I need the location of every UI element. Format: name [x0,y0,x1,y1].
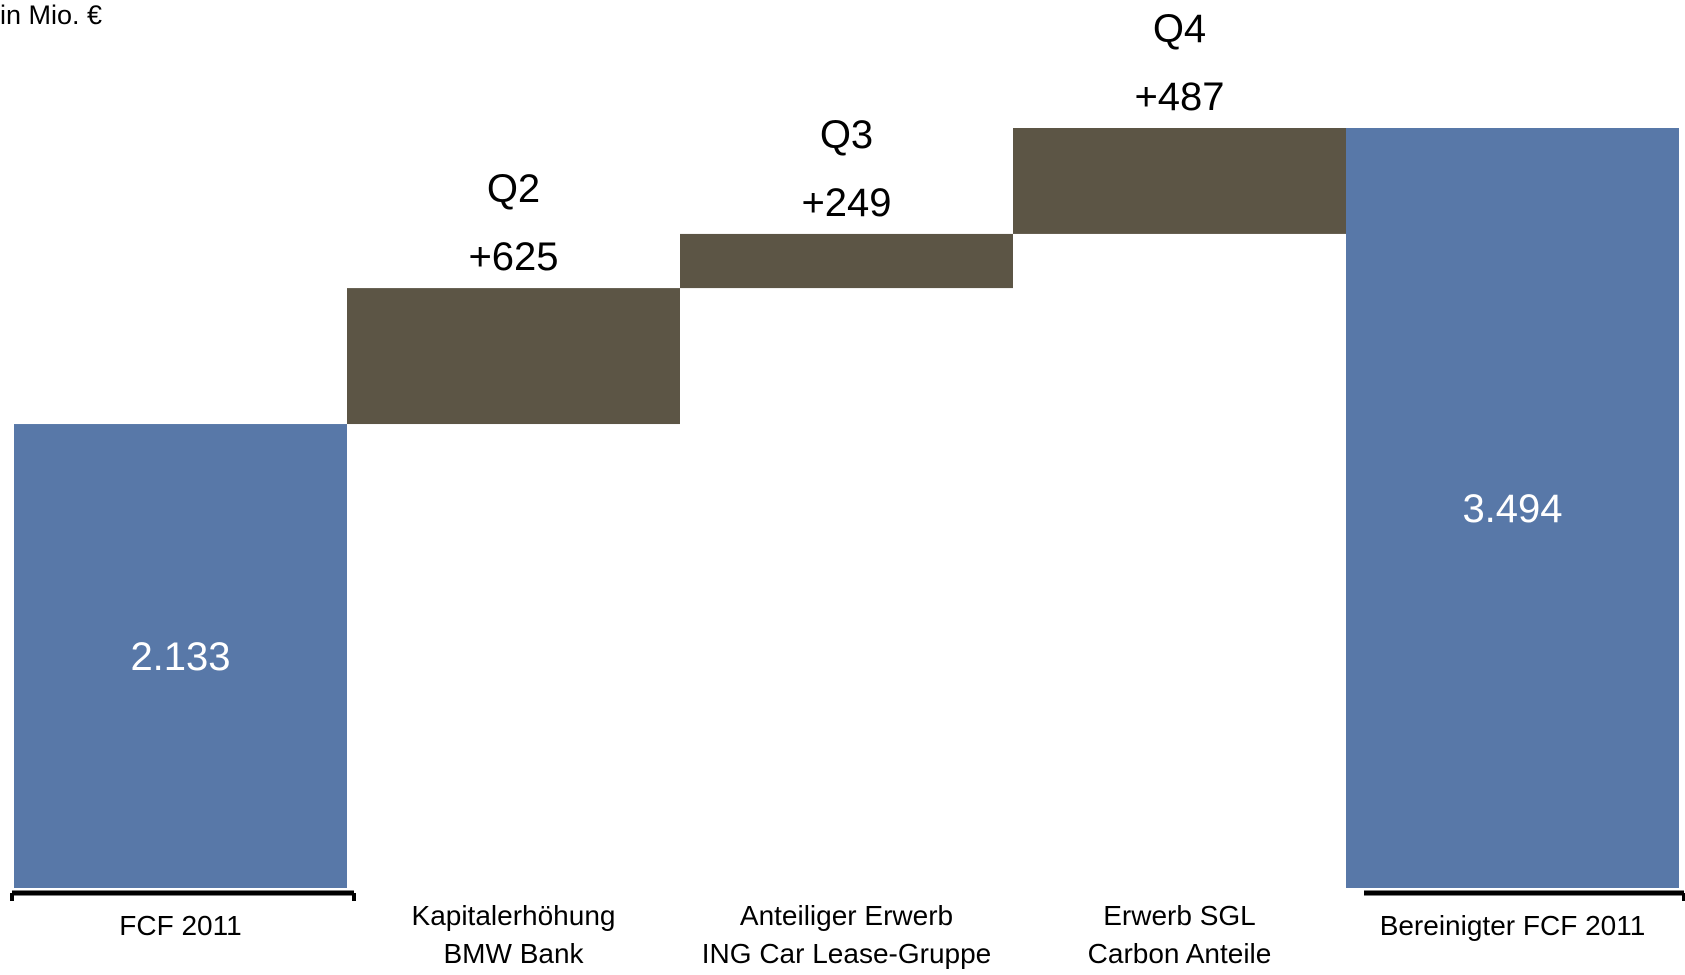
bar-value-label: +249 [801,181,891,225]
category-label: Anteiliger Erwerb [740,900,953,931]
quarter-label: Q3 [820,113,873,157]
total-bar [14,424,347,888]
total-bar [1346,128,1679,888]
delta-bar [1013,128,1346,234]
delta-bar [347,288,680,425]
bar-value-label: 2.133 [130,635,230,679]
bars-group [14,128,1679,888]
bar-value-label: 3.494 [1462,487,1562,531]
delta-bar [680,233,1013,289]
unit-label: in Mio. € [0,0,103,30]
labels-group: 2.133 FCF 2011 +625 Q2 Kapitalerhöhung BMW Ba… [119,7,1645,969]
category-label: FCF 2011 [119,910,241,941]
quarter-label: Q2 [487,167,540,211]
quarter-label: Q4 [1153,7,1206,51]
category-label: BMW Bank [443,938,584,969]
x-axis [10,890,1685,901]
bar-value-label: +625 [468,235,558,279]
category-label: Kapitalerhöhung [412,900,616,931]
category-label: Erwerb SGL [1103,900,1256,931]
category-label: Bereinigter FCF 2011 [1380,910,1646,941]
bar-value-label: +487 [1134,75,1224,119]
category-label: Carbon Anteile [1088,938,1272,969]
category-label: ING Car Lease-Gruppe [702,938,991,969]
